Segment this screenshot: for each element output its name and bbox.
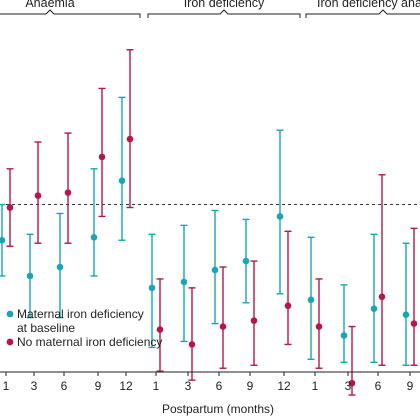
point-marker	[126, 135, 134, 143]
group-label: Anaemia	[25, 0, 74, 10]
point-marker	[6, 204, 14, 211]
ci-point	[307, 236, 315, 361]
ci-point	[219, 266, 227, 369]
ci-point	[276, 129, 284, 295]
x-tick-label: 6	[375, 379, 382, 393]
point-marker	[188, 341, 196, 348]
ci-point	[242, 218, 250, 304]
x-axis-label: Postpartum (months)	[162, 402, 274, 416]
ci-point	[26, 233, 34, 319]
legend-label: at baseline	[17, 321, 75, 335]
x-tick-label: 12	[277, 379, 291, 393]
ci-point	[370, 233, 378, 363]
point-marker	[340, 332, 348, 339]
point-marker	[410, 320, 418, 327]
point-marker	[64, 189, 72, 196]
legend-item: No maternal iron deficiency	[6, 335, 162, 349]
group-bracket-0	[0, 9, 141, 18]
x-ticks: 1 3 6 9 12 1 3 6 9 12 1 3 6 9	[3, 372, 414, 393]
ci-point	[98, 87, 106, 218]
point-marker	[307, 296, 315, 304]
ci-point	[56, 212, 64, 319]
group-label: Iron deficiency	[184, 0, 265, 10]
legend-label: Maternal iron deficiency	[17, 307, 144, 321]
ci-point	[118, 96, 126, 241]
x-tick-label: 9	[407, 379, 414, 393]
ci-point	[34, 141, 42, 244]
x-tick-label: 1	[3, 379, 10, 393]
ci-point	[126, 49, 134, 209]
legend-marker	[6, 310, 14, 318]
point-marker	[180, 278, 188, 286]
point-marker	[219, 323, 227, 330]
ci-point	[250, 260, 258, 366]
point-marker	[34, 192, 42, 199]
legend-label: No maternal iron deficiency	[17, 335, 162, 349]
point-marker	[211, 266, 219, 274]
group-bracket-1	[147, 9, 301, 18]
point-marker	[56, 263, 64, 271]
point-marker	[242, 257, 250, 265]
point-marker	[98, 153, 106, 161]
point-marker	[0, 236, 6, 244]
ci-point	[284, 230, 292, 346]
legend-marker	[6, 338, 14, 346]
x-tick-label: 3	[345, 379, 352, 393]
point-marker	[402, 311, 410, 318]
point-marker	[156, 326, 164, 333]
ci-point	[402, 242, 410, 366]
point-marker	[26, 272, 34, 280]
ci-point	[148, 233, 156, 349]
x-tick-label: 9	[247, 379, 254, 393]
ci-point	[180, 224, 188, 343]
ci-point	[64, 132, 72, 244]
x-tick-label: 9	[95, 379, 102, 393]
point-marker	[284, 302, 292, 310]
ci-point	[410, 227, 418, 366]
x-tick-label: 1	[153, 379, 160, 393]
point-marker	[378, 293, 386, 301]
point-marker	[315, 323, 323, 330]
x-tick-label: 3	[31, 379, 38, 393]
ci-point	[348, 325, 356, 396]
ci-point	[315, 278, 323, 369]
group-label: Iron deficiency anaemia	[317, 0, 420, 10]
ci-point	[211, 209, 219, 325]
point-marker	[148, 284, 156, 292]
ci-point	[340, 284, 348, 363]
point-marker	[348, 379, 356, 387]
ci-point	[6, 168, 14, 247]
x-tick-label: 1	[312, 379, 319, 393]
point-marker	[118, 177, 126, 185]
ci-point	[90, 168, 98, 277]
group-brackets: Anaemia Iron deficiency Iron deficiency an…	[0, 0, 420, 18]
data-points	[0, 49, 418, 396]
point-marker	[370, 305, 378, 313]
point-marker	[90, 233, 98, 241]
point-marker	[276, 213, 284, 220]
ci-point	[0, 203, 6, 277]
ci-point	[156, 278, 164, 372]
ci-point	[188, 287, 196, 381]
x-tick-label: 12	[119, 379, 133, 393]
x-tick-label: 6	[61, 379, 68, 393]
x-tick-label: 6	[216, 379, 223, 393]
group-bracket-2	[305, 9, 420, 18]
ci-point	[378, 174, 386, 366]
point-marker	[250, 317, 258, 324]
x-tick-label: 3	[185, 379, 192, 393]
